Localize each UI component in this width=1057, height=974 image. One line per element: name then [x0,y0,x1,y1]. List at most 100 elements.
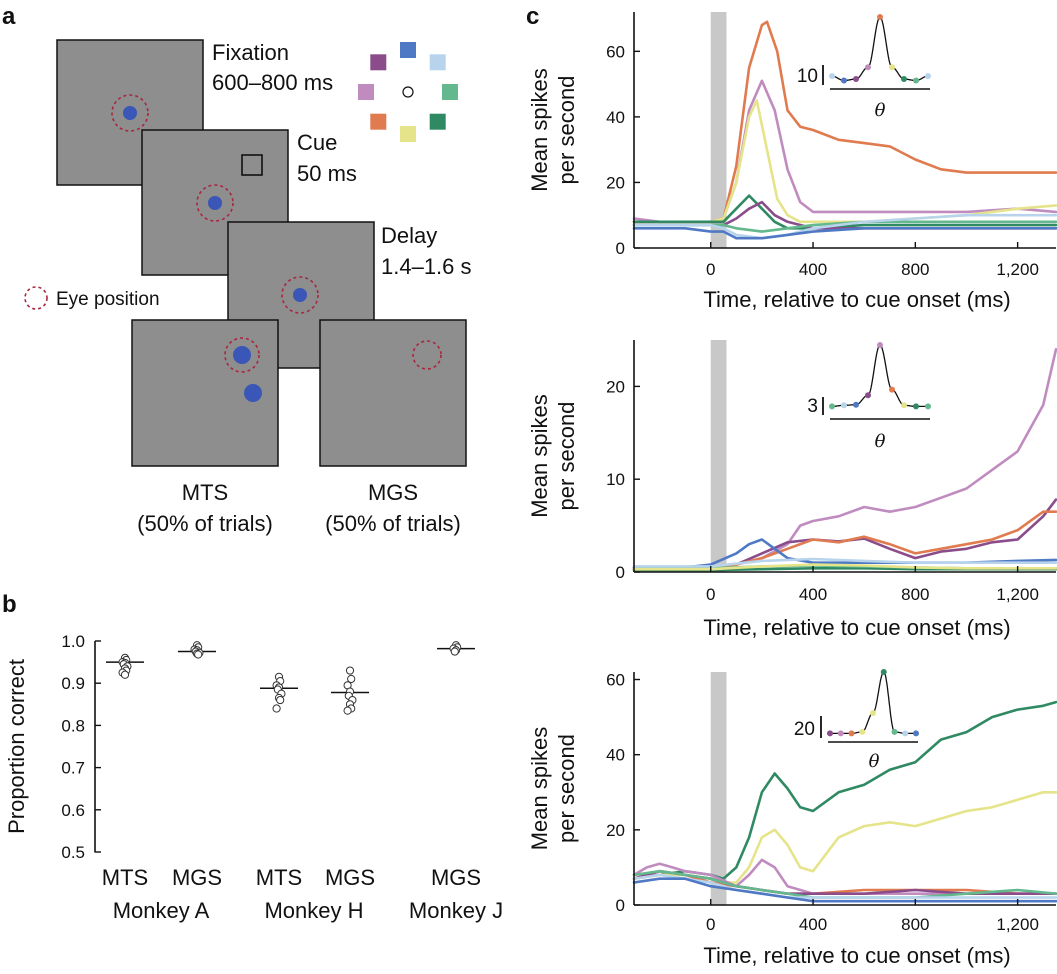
y-tick-label: 0.5 [61,843,85,862]
mgs-screen [319,319,467,467]
y-tick-label: 60 [606,671,625,690]
x-tick-label: 800 [901,260,929,279]
tuning-point [913,77,919,84]
cue-location-square [400,126,416,142]
y-tick-label: 1.0 [61,632,85,651]
x-tick-label: 1,200 [996,260,1039,279]
x-axis-title: Time, relative to cue onset (ms) [703,615,1010,640]
firing-rate-line [632,858,1057,896]
tuning-point [877,342,883,348]
x-axis-title: Time, relative to cue onset (ms) [703,943,1010,968]
firing-rate-line [632,227,1057,240]
mts-trials: (50% of trials) [137,511,273,536]
y-tick-label: 20 [606,377,625,396]
target-dot [233,346,251,364]
tuning-point [841,77,847,84]
tuning-point [891,728,898,735]
tuning-curve [832,344,928,408]
session-point [345,666,355,675]
tuning-scale-label: 20 [794,719,815,740]
tuning-point [865,64,871,71]
firing-rate-line [632,700,1057,881]
session-point [276,695,285,705]
fixation-dot [123,106,137,120]
mgs-trials: (50% of trials) [325,511,461,536]
firing-rate-line [632,877,1057,903]
tuning-point [841,402,847,409]
fixation-label: Fixation [212,40,289,65]
tuning-point [827,730,833,737]
cue-label: Cue [297,130,337,155]
cue-location-square [370,54,387,71]
x-tick-label: 0 [706,260,715,279]
tuning-point [913,403,919,410]
y-tick-label: 0 [616,896,625,915]
firing-rate-line [632,869,1057,899]
firing-rate-line [632,557,1057,568]
tuning-point [870,709,876,716]
monkey-label: Monkey A [113,898,210,923]
y-axis-title-line1: Mean spikes [527,394,552,518]
firing-rate-chart-2: 0 10 20 0 400 800 1,200 Time, relative to cue o… [527,340,1057,640]
tuning-point [902,730,909,737]
y-tick-label: 0.9 [61,674,85,693]
fixation-dot [293,288,307,302]
y-axis-title-line1: Mean spikes [527,727,552,851]
cue-period-bar [710,12,727,248]
x-tick-label: 400 [799,915,827,934]
tuning-point [877,14,883,20]
mgs-label: MGS [368,480,418,505]
tuning-point [837,730,844,737]
tuning-point [901,402,907,409]
cue-location-square [429,54,446,71]
tuning-point [901,76,907,83]
y-tick-label: 0.6 [61,801,85,820]
cue-location-legend [358,42,458,142]
x-tick-label: 400 [799,585,827,604]
tuning-scale-label: 3 [807,396,818,417]
firing-rate-line [632,347,1057,569]
cue-period-bar [710,340,727,572]
distractor-dot [244,384,262,402]
cue-period-bar [710,672,727,905]
firing-rate-line [632,498,1057,571]
delay-time: 1.4–1.6 s [381,254,472,279]
tuning-curve [832,16,928,82]
tuning-point [925,403,931,410]
firing-rate-line [632,563,1057,571]
y-tick-label: 40 [606,746,625,765]
x-tick-label: 1,200 [996,585,1039,604]
y-tick-label: 20 [606,173,625,192]
tuning-point [853,76,859,83]
condition-label: MGS [431,865,481,890]
panel-a-label: a [2,3,16,30]
condition-label: MGS [325,865,375,890]
y-axis-title-line2: per second [554,734,579,843]
x-tick-label: 0 [706,585,715,604]
proportion-correct-chart: 0.5 0.6 0.7 0.8 0.9 1.0 Proportion correct MTS M… [4,632,503,923]
x-tick-label: 0 [706,915,715,934]
condition-label: MGS [172,865,222,890]
y-tick-label: 0 [616,563,625,582]
y-tick-label: 10 [606,470,625,489]
session-point [347,674,356,684]
session-point [120,670,130,679]
tuning-axis-label: θ [875,100,886,121]
tuning-curve [830,671,916,735]
cue-location-square [429,113,446,130]
x-tick-label: 800 [901,915,929,934]
mts-label: MTS [182,480,228,505]
eye-position-legend-icon [24,286,48,310]
cue-location-square [358,84,374,100]
condition-label: MTS [256,865,302,890]
session-point [343,706,352,715]
tuning-point [865,392,871,399]
tuning-point [880,669,887,675]
tuning-point [889,386,895,393]
cue-location-square [442,84,458,100]
x-tick-label: 400 [799,260,827,279]
y-tick-label: 60 [606,42,625,61]
cue-location-square [400,42,416,58]
firing-rate-line [632,790,1057,884]
central-fixation-marker [402,86,414,98]
